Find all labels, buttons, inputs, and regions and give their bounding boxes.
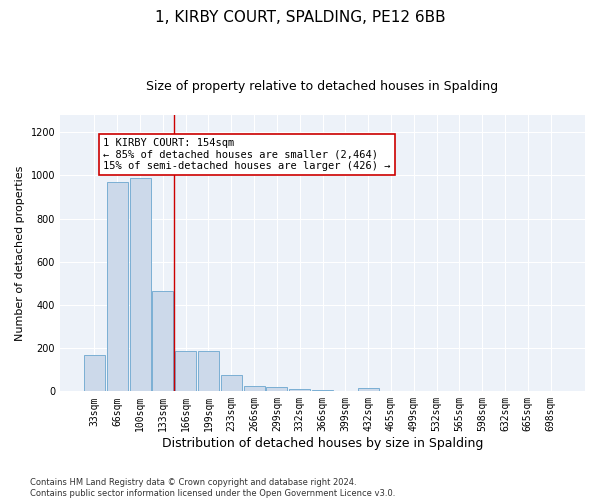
Bar bbox=[198, 352, 219, 392]
Bar bbox=[221, 375, 242, 392]
Bar bbox=[266, 387, 287, 392]
Text: 1 KIRBY COURT: 154sqm
← 85% of detached houses are smaller (2,464)
15% of semi-d: 1 KIRBY COURT: 154sqm ← 85% of detached … bbox=[103, 138, 391, 171]
Bar bbox=[244, 386, 265, 392]
Bar bbox=[152, 291, 173, 392]
Bar bbox=[130, 178, 151, 392]
Bar bbox=[358, 388, 379, 392]
Text: 1, KIRBY COURT, SPALDING, PE12 6BB: 1, KIRBY COURT, SPALDING, PE12 6BB bbox=[155, 10, 445, 25]
Bar bbox=[289, 388, 310, 392]
Bar bbox=[312, 390, 333, 392]
Bar bbox=[84, 354, 105, 392]
Text: Contains HM Land Registry data © Crown copyright and database right 2024.
Contai: Contains HM Land Registry data © Crown c… bbox=[30, 478, 395, 498]
Y-axis label: Number of detached properties: Number of detached properties bbox=[15, 166, 25, 341]
X-axis label: Distribution of detached houses by size in Spalding: Distribution of detached houses by size … bbox=[162, 437, 483, 450]
Bar bbox=[107, 182, 128, 392]
Bar bbox=[175, 352, 196, 392]
Title: Size of property relative to detached houses in Spalding: Size of property relative to detached ho… bbox=[146, 80, 499, 93]
